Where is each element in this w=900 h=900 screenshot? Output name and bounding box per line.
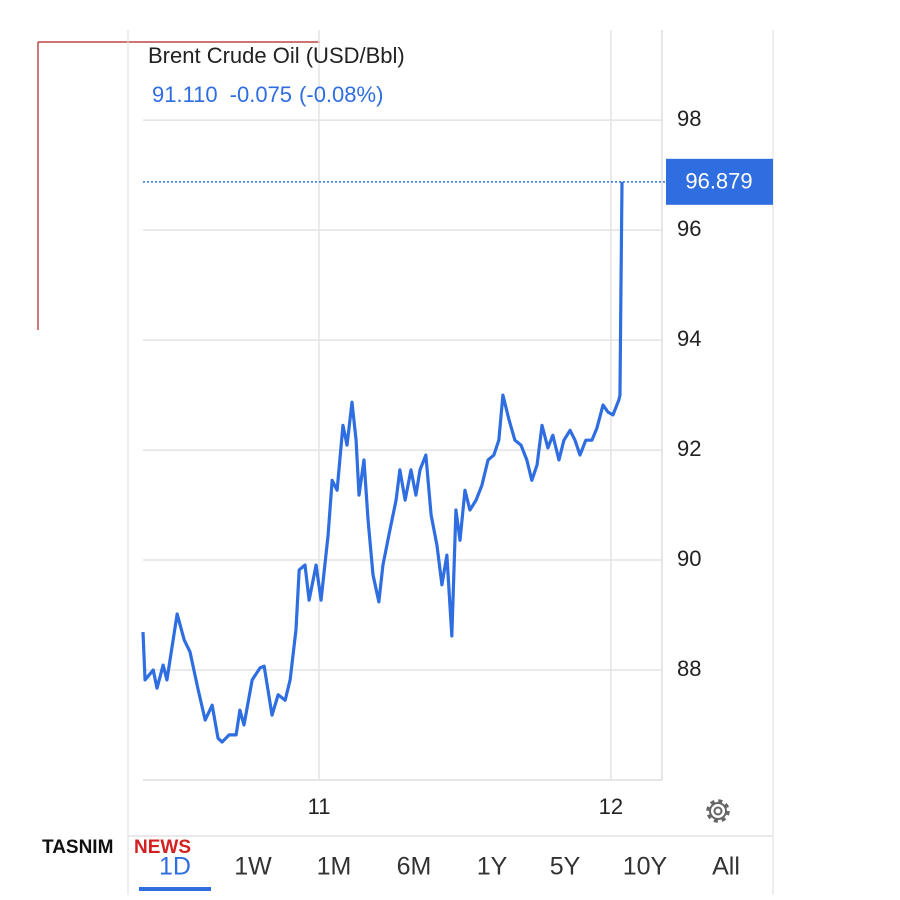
- range-tab[interactable]: 1Y: [477, 853, 508, 881]
- gear-ring: [709, 802, 727, 820]
- quote-price: 91.110: [152, 82, 218, 107]
- y-tick-label: 90: [677, 546, 701, 571]
- y-tick-label: 92: [677, 436, 701, 461]
- range-tabs: 1D 1W 1M 6M 1Y 5Y 10Y All: [139, 853, 740, 891]
- range-tab[interactable]: 1W: [234, 853, 272, 881]
- range-tab[interactable]: 5Y: [550, 853, 581, 881]
- watermark-left: TASNIM: [42, 837, 113, 858]
- gear-hole: [713, 806, 723, 816]
- y-tick-label: 94: [677, 326, 701, 351]
- price-line: [141, 181, 624, 744]
- last-price-label: 96.879: [685, 169, 752, 194]
- y-tick-label: 98: [677, 106, 701, 131]
- range-tab[interactable]: 1M: [317, 853, 352, 881]
- x-tick-label: 12: [599, 794, 623, 819]
- watermark-right: NEWS: [134, 837, 191, 858]
- range-tab[interactable]: All: [712, 853, 740, 881]
- range-tab[interactable]: 10Y: [623, 853, 668, 881]
- x-tick-label: 11: [308, 794, 331, 819]
- y-tick-label: 88: [677, 656, 701, 681]
- chart-title: Brent Crude Oil (USD/Bbl): [148, 43, 405, 68]
- plot: 96.879: [141, 158, 773, 744]
- quote-change: -0.075: [230, 82, 292, 107]
- selected-tab-underline: [139, 887, 211, 891]
- y-tick-label: 96: [677, 216, 701, 241]
- quote-change-percent: (-0.08%): [299, 82, 383, 107]
- grid: 88 90 92 94 96 98 11 12: [143, 30, 701, 819]
- gear-teeth: [706, 799, 730, 823]
- settings-icon[interactable]: [706, 799, 730, 823]
- last-price-badge: [666, 158, 773, 205]
- range-tab[interactable]: 1D: [159, 853, 191, 881]
- range-tab[interactable]: 6M: [397, 853, 432, 881]
